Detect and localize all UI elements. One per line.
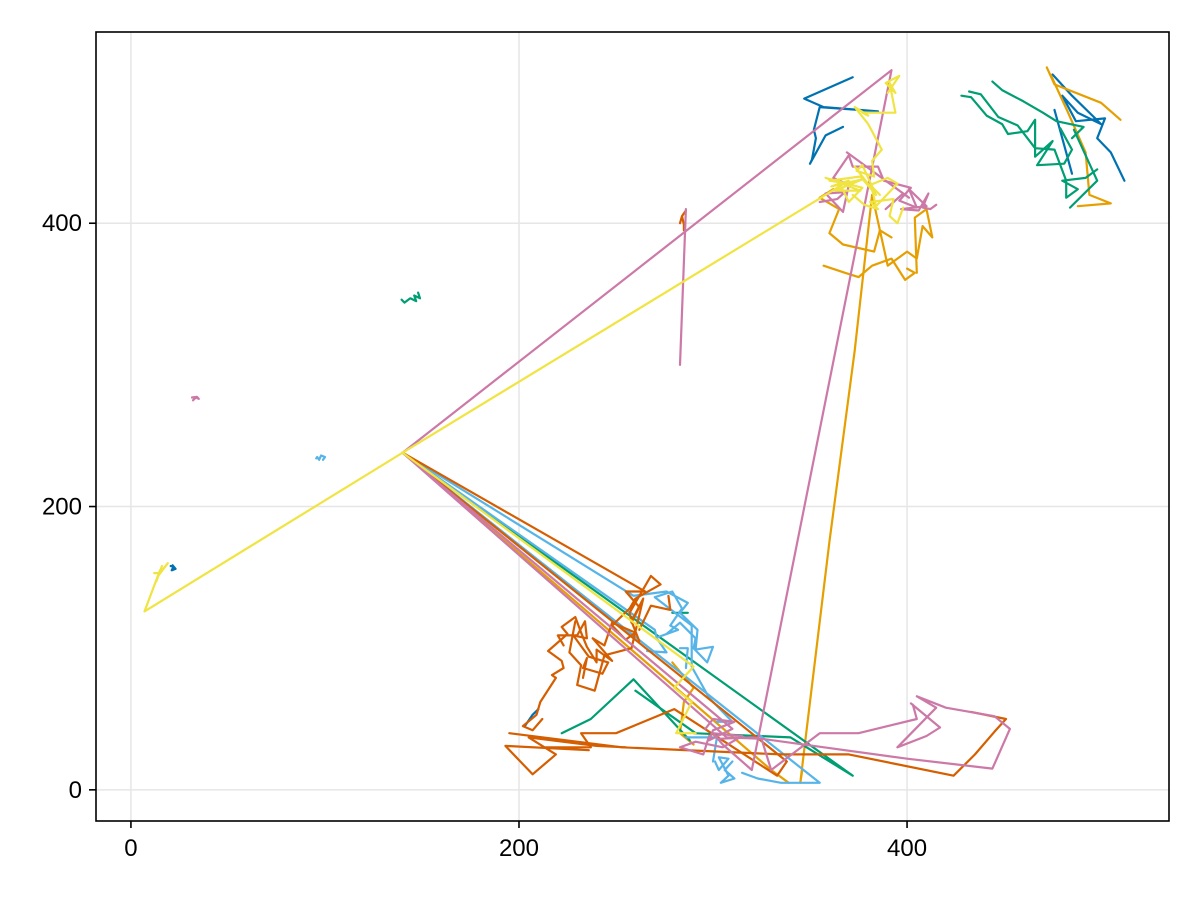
- grid: [96, 32, 1169, 821]
- ticks: 0 200 400 0 200 400: [42, 210, 927, 862]
- series-7-path: [401, 74, 901, 454]
- series-4-path: [401, 451, 734, 723]
- series-7: [143, 74, 905, 735]
- series-6: [190, 69, 1012, 772]
- series-1-path: [1051, 73, 1126, 182]
- series-5-path: [678, 209, 688, 232]
- series-3-path: [967, 90, 1099, 199]
- series-5-path: [638, 594, 672, 631]
- series-7-path: [143, 451, 404, 613]
- series-5-path: [556, 620, 610, 680]
- series-4-path: [401, 451, 821, 784]
- y-tick-label: 400: [42, 210, 82, 237]
- plot-frame: [95, 31, 1170, 822]
- series-6-path: [401, 69, 893, 772]
- series-4-path: [315, 454, 327, 461]
- series-2-path: [818, 188, 893, 253]
- series-7-path: [401, 451, 697, 735]
- series-4-path: [713, 756, 736, 784]
- x-tick-label: 0: [124, 835, 137, 862]
- series-group: [143, 66, 1126, 784]
- series-1-path: [169, 564, 177, 572]
- series-3-path: [991, 80, 1085, 140]
- x-tick-label: 400: [887, 835, 927, 862]
- series-2-path: [671, 661, 695, 746]
- y-tick-label: 200: [42, 494, 82, 521]
- series-3-path: [400, 291, 422, 304]
- y-tick-label: 0: [69, 777, 82, 804]
- series-2-path: [822, 257, 916, 281]
- series-2-path: [1049, 73, 1112, 208]
- series-6-path: [401, 451, 736, 742]
- x-tick-label: 200: [499, 835, 539, 862]
- series-6-path: [845, 151, 911, 211]
- series-6-path: [717, 695, 1012, 770]
- series-6-path: [678, 208, 688, 366]
- series-3-path: [1068, 128, 1099, 209]
- series-6-path: [190, 395, 200, 402]
- series-2-path: [799, 193, 934, 784]
- series-3-path: [960, 94, 1074, 167]
- series-7-path: [853, 165, 899, 208]
